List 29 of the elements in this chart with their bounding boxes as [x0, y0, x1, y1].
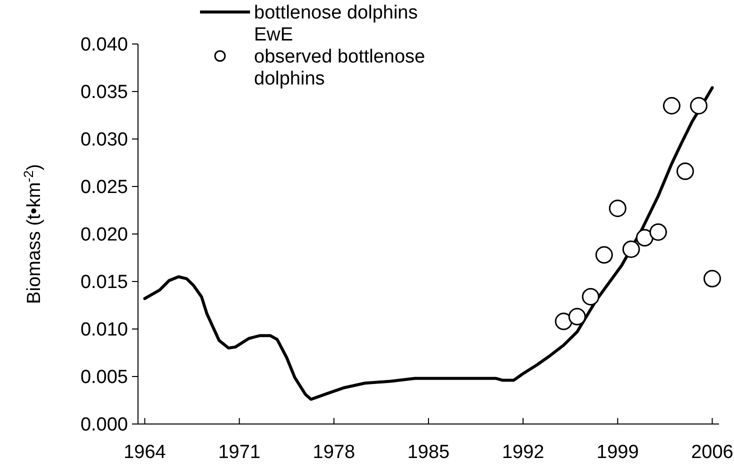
point: [554, 312, 572, 330]
y-tick-label: 0.040: [80, 34, 128, 56]
point: [622, 240, 640, 258]
point: [662, 97, 680, 114]
y-tick-label: 0.010: [80, 320, 128, 341]
x-tick-label: 1992: [502, 442, 544, 463]
y-tick-label: 0.015: [80, 272, 128, 294]
x-tick-label: 2006: [691, 442, 734, 463]
point: [582, 288, 600, 306]
point: [636, 229, 654, 247]
y-tick-label: 0.020: [80, 224, 128, 246]
point: [608, 200, 626, 218]
point: [649, 223, 667, 241]
x-tick-label: 1999: [596, 442, 639, 463]
point: [595, 246, 613, 264]
y-tick-label: 0.005: [80, 367, 128, 388]
point: [676, 162, 694, 180]
point: [690, 97, 708, 114]
legend-label: observed bottlenose dolphins: [254, 46, 426, 90]
y-tick-label: 0.035: [80, 82, 128, 104]
y-tick-label: 0.000: [80, 414, 128, 436]
x-tick-label: 1978: [312, 442, 356, 463]
x-tick-label: 1985: [407, 442, 450, 463]
x-tick-label: 1964: [124, 442, 166, 463]
y-tick-label: 0.025: [80, 177, 128, 198]
y-tick-label: 0.030: [80, 130, 128, 151]
point: [703, 270, 721, 288]
x-tick-label: 1971: [218, 442, 260, 463]
point: [568, 308, 586, 326]
